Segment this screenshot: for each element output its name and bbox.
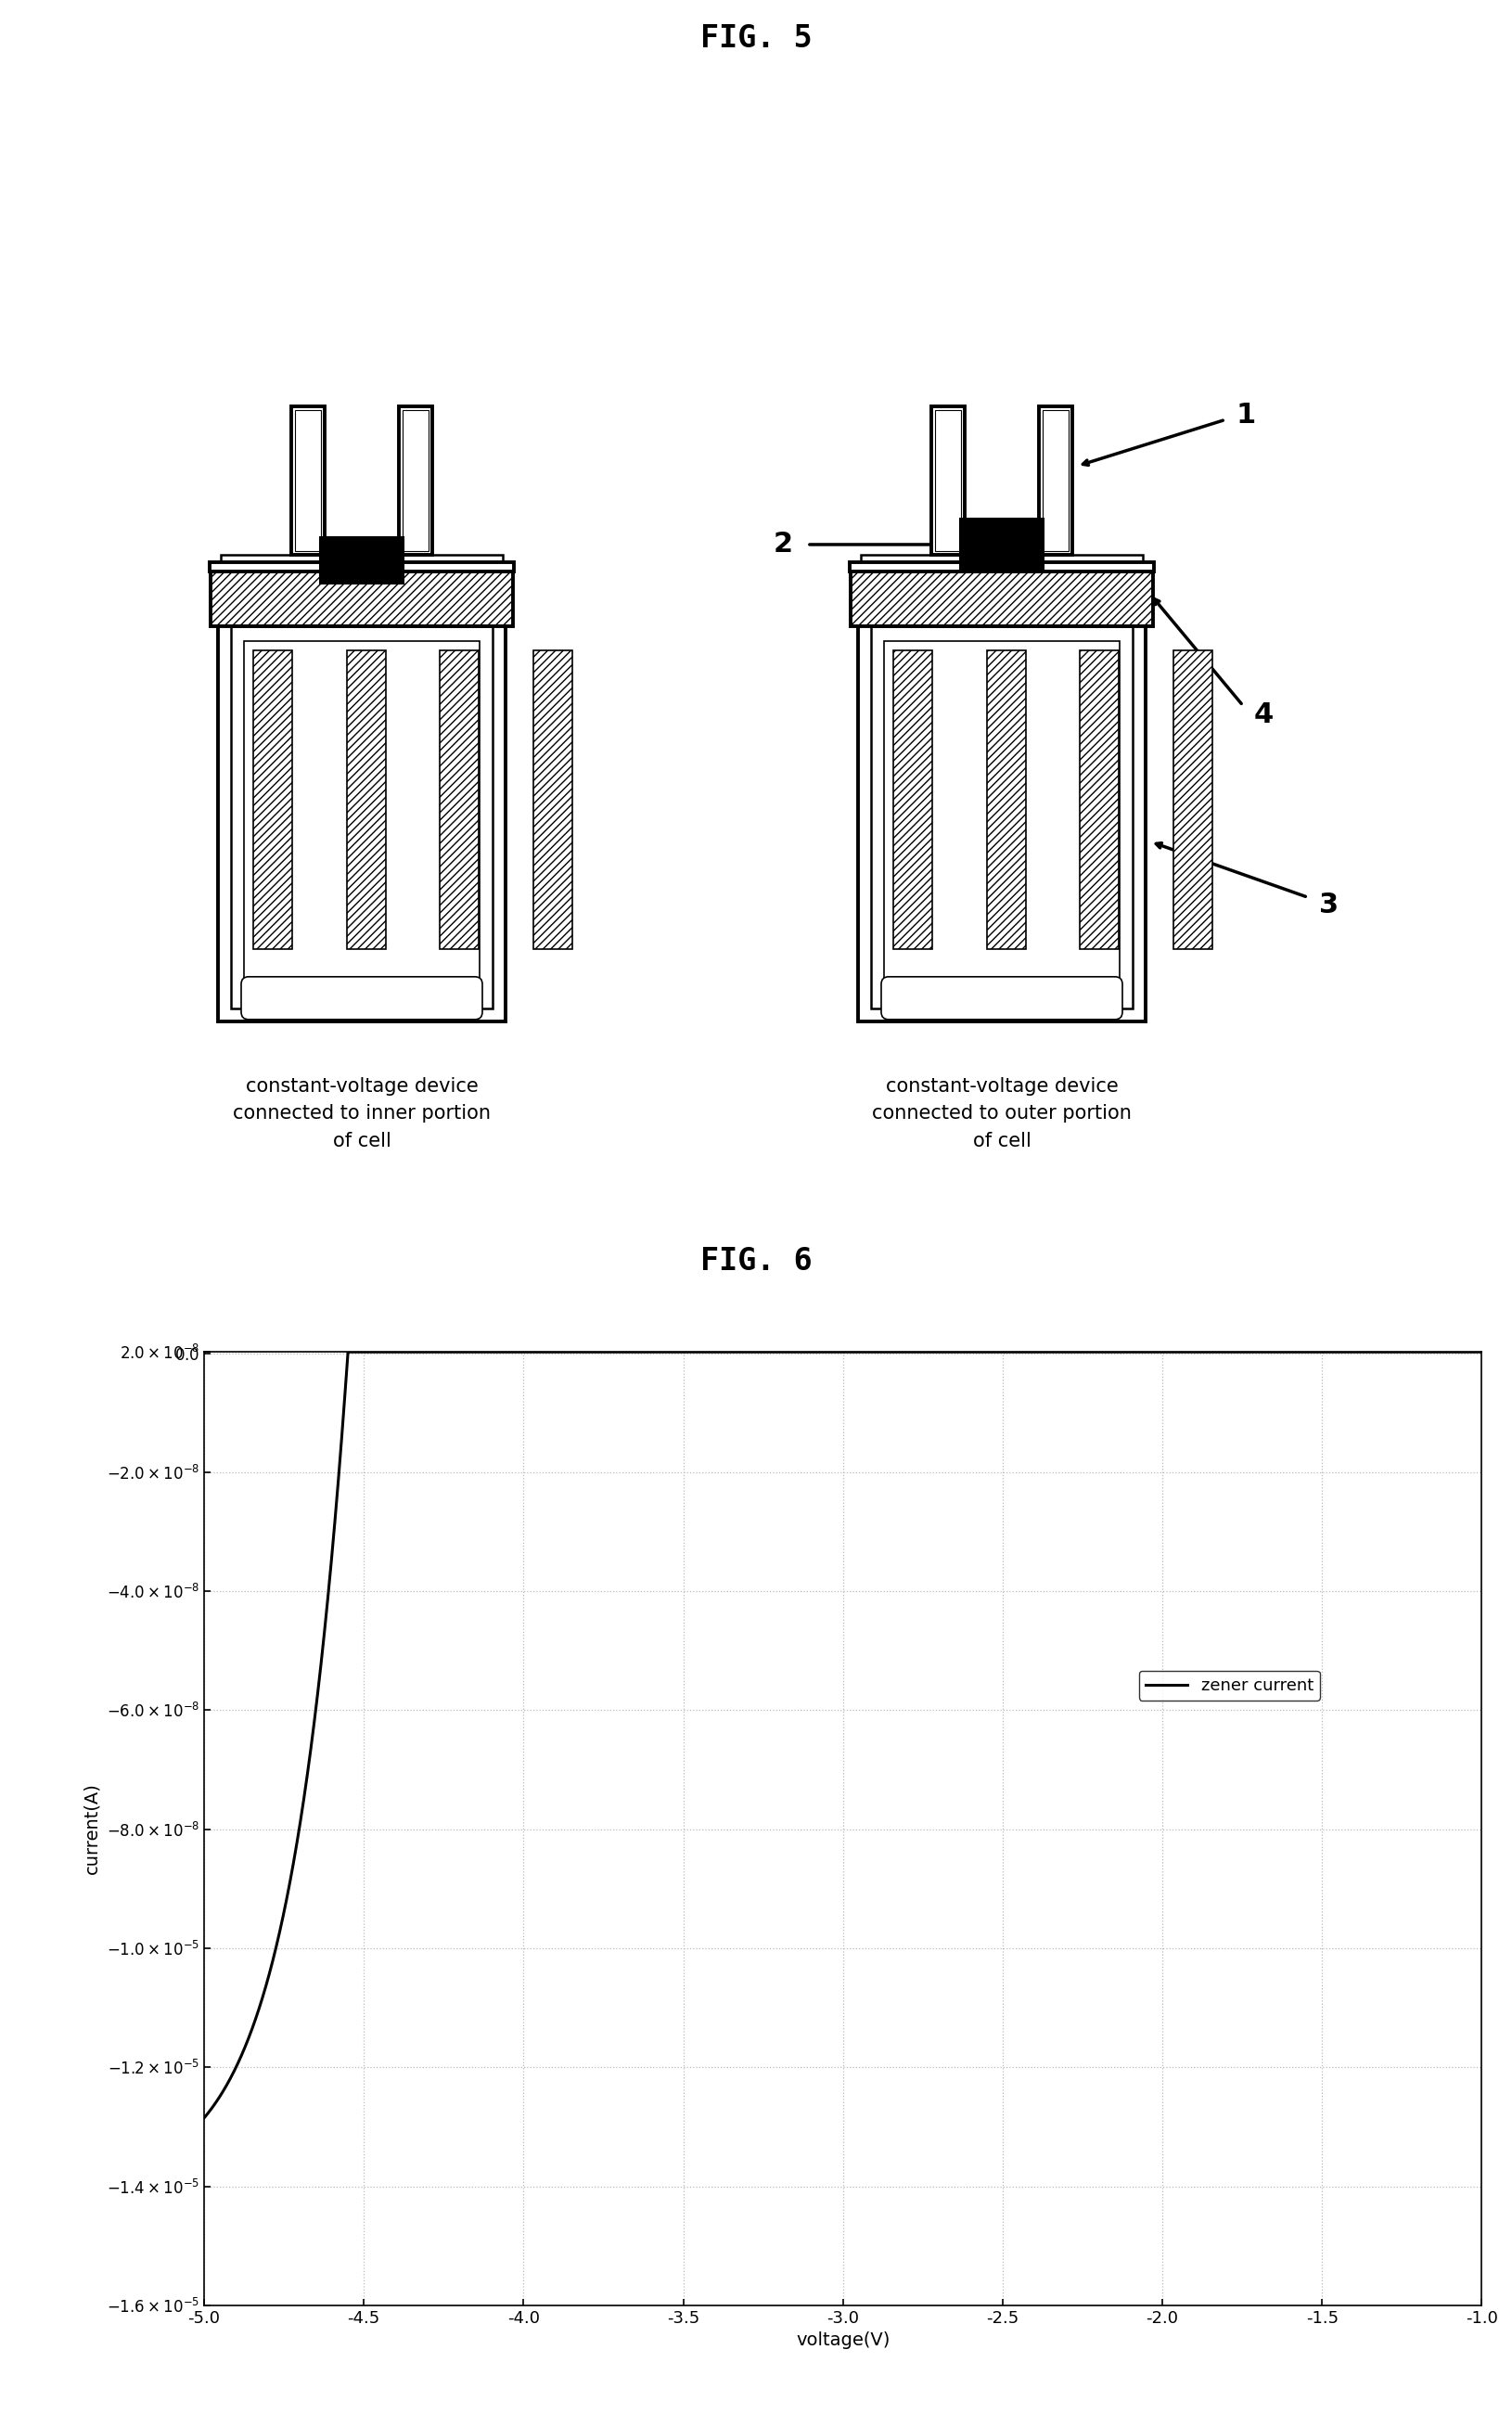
Text: FIG. 5: FIG. 5	[700, 24, 812, 53]
Bar	[1039, 406, 1072, 555]
Bar	[960, 519, 1043, 570]
Y-axis label: current(A): current(A)	[83, 1784, 100, 1873]
zener current	[446, 1337, 464, 1366]
Bar	[221, 555, 503, 570]
Legend: zener current: zener current	[1139, 1670, 1320, 1699]
Bar	[210, 562, 514, 572]
Bar	[850, 562, 1154, 572]
Bar	[210, 570, 513, 625]
Text: FIG. 6: FIG. 6	[700, 1246, 812, 1277]
Bar	[857, 623, 1146, 1021]
Text: constant-voltage device
connected to outer portion
of cell: constant-voltage device connected to out…	[872, 1077, 1131, 1151]
Bar	[218, 623, 505, 1021]
Bar	[885, 640, 1119, 995]
Bar	[1080, 649, 1119, 949]
zener current	[195, 2103, 213, 2132]
Bar	[399, 406, 432, 555]
Bar	[934, 410, 962, 550]
Bar	[321, 538, 404, 584]
Text: 2: 2	[774, 531, 794, 558]
Bar	[1173, 649, 1213, 949]
zener current	[201, 2095, 219, 2124]
Bar	[1043, 410, 1069, 550]
Bar	[231, 625, 493, 1009]
zener current	[1405, 1337, 1423, 1366]
X-axis label: voltage(V): voltage(V)	[795, 2332, 891, 2349]
Bar	[402, 410, 428, 550]
Bar	[931, 406, 965, 555]
Bar	[534, 649, 573, 949]
Bar	[987, 649, 1025, 949]
Bar	[253, 649, 292, 949]
Bar	[860, 555, 1143, 570]
Bar	[851, 570, 1154, 625]
Bar	[295, 410, 321, 550]
Bar	[440, 649, 479, 949]
zener current	[1473, 1337, 1491, 1366]
zener current	[820, 1337, 838, 1366]
zener current	[248, 2001, 266, 2030]
Bar	[292, 406, 325, 555]
Bar	[894, 649, 933, 949]
zener current	[272, 1914, 290, 1943]
zener current	[339, 1337, 357, 1366]
FancyBboxPatch shape	[881, 978, 1122, 1019]
Text: 4: 4	[1253, 702, 1273, 729]
Line: zener current: zener current	[204, 1352, 1482, 2117]
Bar	[871, 625, 1132, 1009]
Text: 1: 1	[1237, 401, 1256, 427]
Text: constant-voltage device
connected to inner portion
of cell: constant-voltage device connected to inn…	[233, 1077, 491, 1151]
Bar	[243, 640, 479, 995]
Bar	[346, 649, 386, 949]
FancyBboxPatch shape	[242, 978, 482, 1019]
Text: 3: 3	[1318, 891, 1338, 917]
